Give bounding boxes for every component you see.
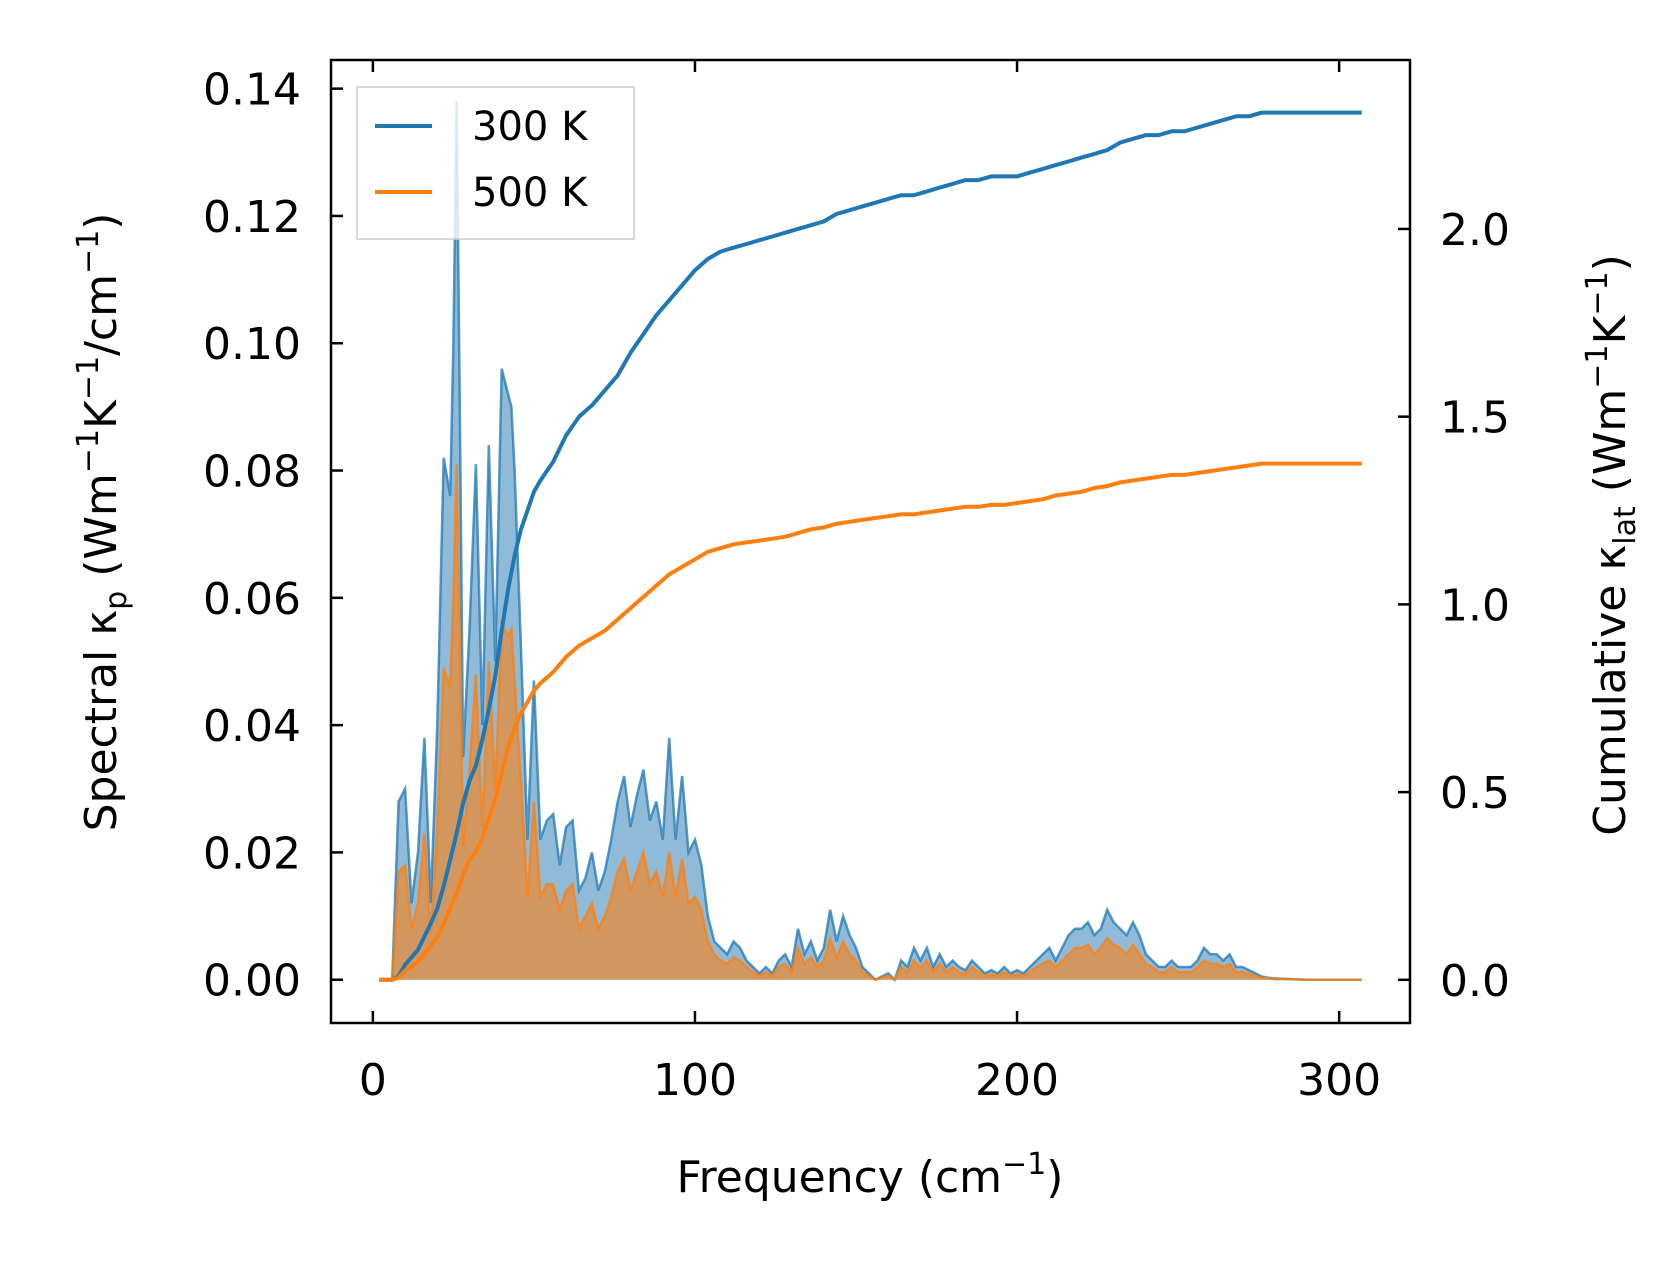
x-tick-label: 200 — [975, 1055, 1059, 1106]
y-left-tick-label: 0.14 — [203, 65, 301, 116]
y-left-axis-ticks: 0.00 0.02 0.04 0.06 0.08 0.10 0.12 0.14 — [203, 65, 343, 1007]
y-right-tick-label: 0.0 — [1440, 956, 1510, 1007]
y-left-tick-label: 0.08 — [203, 447, 301, 498]
spectral-line-500k — [379, 464, 1362, 982]
x-axis-title: Frequency (cm−1) — [677, 1147, 1064, 1203]
y-left-tick-label: 0.00 — [203, 956, 301, 1007]
y-left-axis-title: Spectral κp (Wm−1K−1/cm−1) — [71, 213, 134, 832]
x-axis-ticks: 0 100 200 300 — [359, 60, 1381, 1106]
y-left-tick-label: 0.06 — [203, 574, 301, 625]
x-tick-label: 100 — [653, 1055, 737, 1106]
y-right-tick-label: 2.0 — [1440, 205, 1510, 256]
legend: 300 K 500 K — [356, 86, 635, 240]
y-right-tick-label: 1.5 — [1440, 393, 1510, 444]
y-right-axis-title: Cumulative κlat (Wm−1K−1) — [1580, 254, 1643, 836]
x-tick-label: 300 — [1297, 1055, 1381, 1106]
cumulative-line-300k — [379, 110, 1362, 982]
spectral-fills — [379, 101, 1362, 980]
plot-area — [379, 101, 1362, 982]
y-right-tick-label: 1.0 — [1440, 580, 1510, 631]
y-left-tick-label: 0.04 — [203, 701, 301, 752]
legend-box — [356, 86, 635, 240]
legend-label-300k: 300 K — [472, 104, 589, 150]
x-tick-label: 0 — [359, 1055, 387, 1106]
y-left-tick-label: 0.12 — [203, 192, 301, 243]
cumulative-line-500k — [379, 461, 1362, 982]
y-right-tick-label: 0.5 — [1440, 768, 1510, 819]
legend-label-500k: 500 K — [472, 170, 589, 216]
y-left-tick-label: 0.02 — [203, 828, 301, 879]
axes-frame — [329, 58, 1412, 1025]
cumulative-lines — [379, 110, 1362, 982]
y-right-axis-ticks: 0.0 0.5 1.0 1.5 2.0 — [1398, 205, 1510, 1007]
spectral-fill-500k — [379, 464, 1362, 980]
y-left-tick-label: 0.10 — [203, 319, 301, 370]
